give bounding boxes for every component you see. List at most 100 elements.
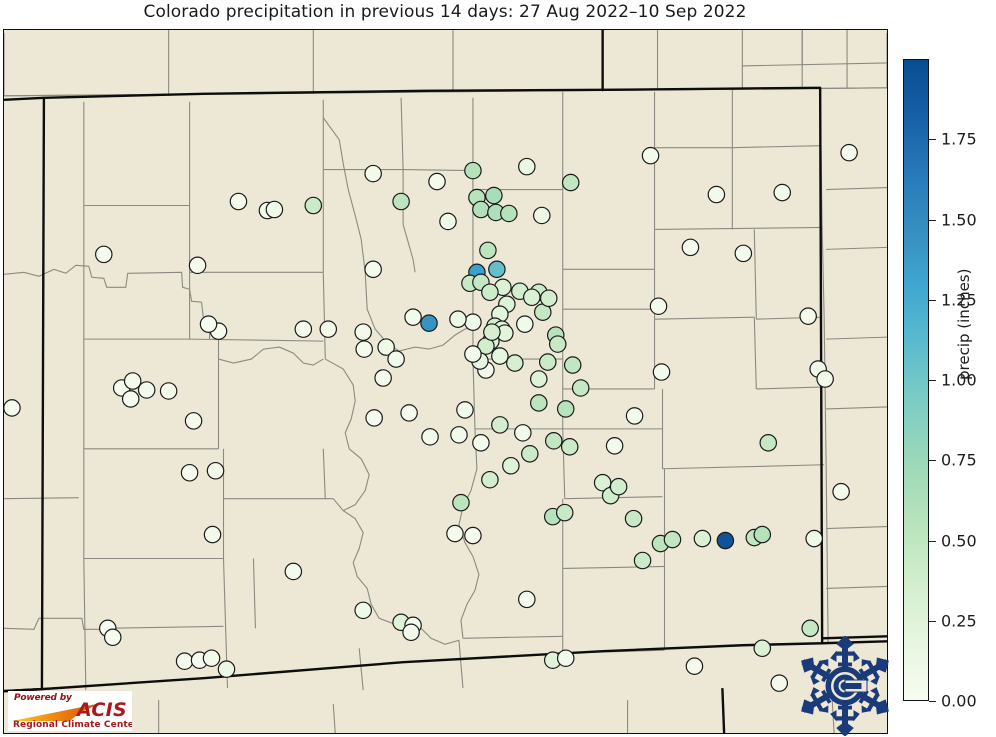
station-marker[interactable] (624, 509, 643, 528)
station-marker[interactable] (175, 652, 194, 670)
station-marker[interactable] (450, 426, 468, 444)
station-marker[interactable] (523, 288, 541, 307)
station-marker[interactable] (805, 529, 823, 548)
station-marker[interactable] (421, 428, 439, 446)
station-marker[interactable] (770, 674, 789, 692)
station-marker[interactable] (538, 353, 557, 371)
station-marker[interactable] (773, 183, 792, 202)
station-marker[interactable] (693, 529, 712, 548)
station-marker[interactable] (364, 260, 382, 279)
station-marker[interactable] (137, 381, 156, 399)
station-marker[interactable] (530, 370, 548, 388)
station-marker[interactable] (392, 192, 410, 211)
station-marker[interactable] (203, 525, 222, 544)
station-marker[interactable] (483, 323, 501, 341)
station-marker[interactable] (707, 185, 726, 204)
station-marker[interactable] (548, 335, 567, 353)
station-marker[interactable] (521, 445, 539, 463)
station-marker[interactable] (832, 482, 850, 501)
station-marker[interactable] (502, 456, 520, 475)
station-marker[interactable] (753, 639, 772, 658)
station-marker[interactable] (4, 399, 21, 417)
station-marker[interactable] (449, 310, 467, 328)
station-marker[interactable] (159, 382, 178, 400)
station-marker[interactable] (544, 432, 563, 450)
station-marker[interactable] (206, 461, 225, 480)
station-marker[interactable] (479, 241, 497, 260)
station-marker[interactable] (488, 260, 506, 279)
station-marker[interactable] (428, 172, 446, 191)
station-marker[interactable] (420, 314, 438, 332)
station-marker[interactable] (387, 350, 405, 368)
station-marker[interactable] (539, 289, 558, 308)
station-marker[interactable] (472, 434, 490, 452)
station-marker[interactable] (533, 206, 551, 225)
station-marker[interactable] (571, 379, 590, 397)
station-marker[interactable] (472, 200, 490, 219)
station-marker[interactable] (464, 526, 482, 545)
station-marker[interactable] (514, 424, 532, 442)
station-marker[interactable] (734, 244, 753, 263)
station-marker[interactable] (649, 297, 668, 315)
station-marker[interactable] (556, 400, 575, 418)
station-marker[interactable] (464, 313, 482, 331)
station-marker[interactable] (816, 370, 834, 388)
station-marker[interactable] (439, 212, 457, 231)
station-marker[interactable] (506, 354, 524, 372)
station-marker[interactable] (716, 531, 735, 550)
colorado-map[interactable] (3, 29, 888, 734)
station-marker[interactable] (103, 628, 122, 647)
station-marker[interactable] (123, 372, 142, 390)
station-marker[interactable] (605, 437, 624, 455)
station-marker[interactable] (202, 649, 221, 667)
station-marker[interactable] (217, 660, 236, 678)
station-marker[interactable] (121, 390, 140, 408)
station-marker[interactable] (530, 394, 548, 412)
station-marker[interactable] (319, 320, 338, 338)
station-marker[interactable] (491, 347, 509, 365)
station-marker[interactable] (400, 404, 418, 422)
station-marker[interactable] (446, 524, 464, 543)
station-marker[interactable] (801, 619, 819, 638)
station-marker[interactable] (94, 245, 113, 264)
station-marker[interactable] (265, 200, 284, 219)
station-marker[interactable] (284, 562, 303, 581)
station-marker[interactable] (374, 369, 392, 387)
station-marker[interactable] (625, 407, 644, 425)
station-marker[interactable] (560, 438, 579, 456)
station-marker[interactable] (753, 525, 772, 544)
station-marker[interactable] (799, 307, 817, 325)
station-markers[interactable] (4, 143, 858, 692)
station-marker[interactable] (516, 315, 534, 333)
station-marker[interactable] (485, 186, 503, 205)
station-marker[interactable] (681, 238, 700, 257)
station-marker[interactable] (500, 204, 518, 223)
station-marker[interactable] (518, 590, 536, 609)
station-marker[interactable] (377, 338, 395, 356)
station-marker[interactable] (355, 340, 373, 358)
station-marker[interactable] (402, 623, 420, 642)
station-marker[interactable] (184, 412, 203, 430)
station-marker[interactable] (556, 649, 575, 667)
station-marker[interactable] (294, 320, 313, 338)
station-marker[interactable] (180, 463, 199, 482)
station-marker[interactable] (518, 157, 536, 176)
station-marker[interactable] (609, 477, 628, 496)
station-marker[interactable] (464, 345, 482, 363)
station-marker[interactable] (229, 192, 248, 211)
station-marker[interactable] (633, 551, 652, 570)
station-marker[interactable] (840, 143, 858, 162)
station-marker[interactable] (481, 283, 499, 302)
station-marker[interactable] (452, 493, 470, 512)
station-marker[interactable] (641, 146, 660, 165)
station-marker[interactable] (354, 323, 372, 341)
station-marker[interactable] (759, 434, 778, 452)
station-marker[interactable] (561, 173, 580, 192)
station-marker[interactable] (404, 308, 422, 326)
station-marker[interactable] (199, 315, 218, 333)
station-marker[interactable] (685, 657, 704, 675)
station-marker[interactable] (354, 601, 372, 620)
station-marker[interactable] (188, 256, 207, 275)
station-marker[interactable] (491, 416, 509, 434)
station-marker[interactable] (456, 401, 474, 419)
